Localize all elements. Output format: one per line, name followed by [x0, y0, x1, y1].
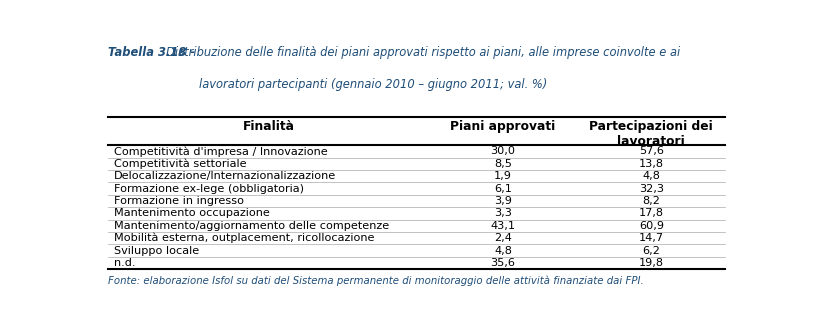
Text: Mantenimento occupazione: Mantenimento occupazione — [114, 208, 270, 218]
Text: Delocalizzazione/Internazionalizzazione: Delocalizzazione/Internazionalizzazione — [114, 171, 337, 181]
Text: 8,5: 8,5 — [494, 159, 512, 169]
Text: Fonte: elaborazione Isfol su dati del Sistema permanente di monitoraggio delle a: Fonte: elaborazione Isfol su dati del Si… — [108, 275, 644, 286]
Text: Mantenimento/aggiornamento delle competenze: Mantenimento/aggiornamento delle compete… — [114, 221, 389, 231]
Text: 6,1: 6,1 — [494, 184, 512, 194]
Text: 13,8: 13,8 — [639, 159, 663, 169]
Text: 4,8: 4,8 — [494, 246, 512, 256]
Text: Formazione ex-lege (obbligatoria): Formazione ex-lege (obbligatoria) — [114, 184, 304, 194]
Text: 32,3: 32,3 — [639, 184, 663, 194]
Text: 6,2: 6,2 — [642, 246, 660, 256]
Text: 2,4: 2,4 — [494, 233, 512, 243]
Text: 8,2: 8,2 — [642, 196, 660, 206]
Text: lavoratori partecipanti (gennaio 2010 – giugno 2011; val. %): lavoratori partecipanti (gennaio 2010 – … — [199, 78, 547, 91]
Text: 4,8: 4,8 — [642, 171, 660, 181]
Text: Competitività d'impresa / Innovazione: Competitività d'impresa / Innovazione — [114, 146, 328, 157]
Text: Tabella 3.18 -: Tabella 3.18 - — [108, 46, 195, 59]
Text: Partecipazioni dei
lavoratori: Partecipazioni dei lavoratori — [589, 120, 713, 148]
Text: n.d.: n.d. — [114, 258, 136, 268]
Text: 14,7: 14,7 — [639, 233, 663, 243]
Text: Mobilità esterna, outplacement, ricollocazione: Mobilità esterna, outplacement, ricolloc… — [114, 233, 375, 243]
Text: 60,9: 60,9 — [639, 221, 663, 231]
Text: 17,8: 17,8 — [639, 208, 663, 218]
Text: Piani approvati: Piani approvati — [450, 120, 556, 133]
Text: 57,6: 57,6 — [639, 147, 663, 156]
Text: Formazione in ingresso: Formazione in ingresso — [114, 196, 244, 206]
Text: Competitività settoriale: Competitività settoriale — [114, 159, 247, 169]
Text: 43,1: 43,1 — [490, 221, 515, 231]
Text: 3,3: 3,3 — [494, 208, 512, 218]
Text: 3,9: 3,9 — [494, 196, 512, 206]
Text: 30,0: 30,0 — [490, 147, 515, 156]
Text: 35,6: 35,6 — [490, 258, 515, 268]
Text: Distribuzione delle finalità dei piani approvati rispetto ai piani, alle imprese: Distribuzione delle finalità dei piani a… — [166, 46, 680, 59]
Text: 19,8: 19,8 — [639, 258, 663, 268]
Text: Sviluppo locale: Sviluppo locale — [114, 246, 199, 256]
Text: Finalità: Finalità — [242, 120, 294, 133]
Text: 1,9: 1,9 — [494, 171, 512, 181]
